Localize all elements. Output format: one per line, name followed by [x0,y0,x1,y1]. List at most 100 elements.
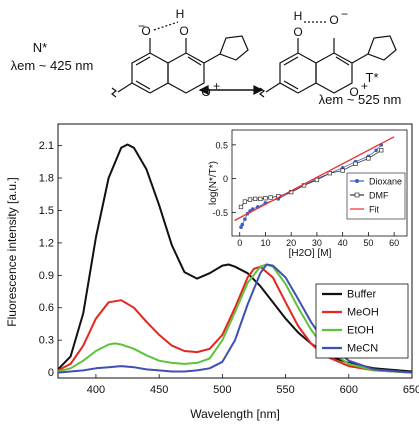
inset-point-dmf [340,168,345,173]
left-benzene-ring [131,52,169,94]
main-x-tick-label: 500 [213,384,231,396]
left-oh-o-label: O [179,24,188,38]
right-o-minus-label: O [329,13,338,27]
scheme-labels: O − O H O + H O O − O + N* λem ~ 425 nm … [11,7,402,107]
left-emission-label: λem ~ 425 nm [11,58,94,73]
left-o-minus-charge: − [138,19,145,33]
inset-x-tick-label: 10 [260,238,270,248]
right-oh-o-label: O [293,25,302,39]
inset-point-dmf [263,196,268,201]
right-pyranone-ring [315,52,353,94]
left-furyl-bond [203,53,221,64]
inset-x-tick-label: 40 [338,238,348,248]
main-y-ticks: 0 0.3 0.6 0.9 1.2 1.5 1.8 2.1 [39,140,62,379]
right-emission-label: λem ~ 525 nm [319,92,402,107]
left-pyranone-inner-bond [187,56,202,66]
inset-legend-marker-dmf [354,192,360,198]
arrowhead-right [253,85,264,95]
right-benzene-inner-bond [283,56,299,66]
inset-series [234,136,395,230]
right-ring-o-plus-label: O [349,85,358,99]
inset-legend-label-fit: Fit [369,205,379,215]
main-x-tick-label: 550 [276,384,294,396]
arrowhead-left [198,85,209,95]
left-ring-o-plus-label: O [201,85,210,99]
inset-point-dmf [268,195,273,200]
main-y-tick-label: 0.6 [39,302,54,314]
right-furan-ring [367,35,397,61]
left-attachment-bond [117,82,133,93]
right-o-minus-charge: − [341,7,348,21]
main-x-ticks: 400 450 500 550 600 650 [87,374,419,396]
inset-point-dmf [327,171,332,176]
main-legend-label-etoh: EtOH [347,325,374,337]
main-x-tick-label: 450 [150,384,168,396]
main-legend-label-mecn: MeCN [347,343,378,355]
left-benzene-inner-bond [135,80,151,90]
left-hydrogen-bond [153,21,179,31]
main-x-tick-label: 600 [340,384,358,396]
inset-point-dmf [366,156,371,161]
inset-legend-marker-dioxane [355,179,359,183]
inset-x-tick-label: 30 [312,238,322,248]
inset-point-dmf [258,196,263,202]
main-y-tick-label: 0.9 [39,270,54,282]
inset-point-dioxane [240,222,245,227]
main-chart: 400 450 500 550 600 650 00.30.60.91.21.51.82.… [5,123,419,421]
inset-series-fit-line [234,136,395,222]
main-legend-label-meoh: MeOH [347,307,379,319]
inset-legend: Dioxane DMF Fit [346,172,406,220]
main-y-tick-label: 0 [48,367,54,379]
main-plot-frame [57,123,413,379]
inset-point-dioxane [374,148,378,153]
inset-plot-frame [231,129,408,237]
inset-x-axis-label: [H2O] [M] [289,248,332,259]
main-legend: Buffer MeOH EtOH MeCN [315,283,409,359]
left-wavy-attachment [111,87,117,98]
inset-point-dioxane [239,225,243,230]
main-series-mecn-line [57,263,413,374]
inset-point-dmf [353,161,358,166]
right-benzene-ring [279,52,317,94]
left-h-label: H [176,7,185,21]
left-pyranone-ring [167,52,205,94]
left-o-plus-charge: + [213,79,220,93]
inset-y-axis-label: log(N*/T*) [208,161,219,205]
inset-legend-label-dmf: DMF [369,191,389,201]
main-x-axis-label: Wavelength [nm] [190,407,280,421]
main-y-tick-label: 1.8 [39,173,54,185]
main-series [57,143,413,374]
main-y-axis-label: Fluorescence intensity [a.u.] [5,177,19,326]
main-x-tick-label: 650 [403,384,419,396]
right-benzene-inner-bond [283,80,299,90]
left-furan-ring [219,35,249,61]
inset-y-ticks: -0.5 0 0.5 [212,140,236,218]
right-pyranone-inner-bond [335,56,350,66]
left-state-label: N* [33,40,47,55]
main-legend-box [315,283,409,359]
main-legend-label-buffer: Buffer [347,289,376,301]
inset-y-tick-label: 0 [223,174,228,184]
chemical-scheme [111,21,397,98]
right-h-label: H [294,9,303,23]
inset-point-dmf [247,197,253,202]
inset-y-tick-label: -0.5 [212,208,228,218]
right-o-plus-charge: + [361,79,368,93]
left-o-minus-label: O [141,24,150,38]
inset-point-dmf [314,177,320,183]
inset-point-dmf [379,148,384,153]
inset-point-dmf [242,199,248,204]
right-attachment-bond [265,82,281,93]
main-y-tick-label: 1.2 [39,237,54,249]
inset-x-tick-label: 0 [237,238,242,248]
main-y-tick-label: 1.5 [39,205,54,217]
inset-x-tick-label: 50 [363,238,373,248]
main-y-tick-label: 2.1 [39,140,54,152]
main-series-meoh-line [57,265,413,374]
inset-x-tick-label: 60 [389,238,399,248]
main-series-etoh-line [57,263,413,374]
inset-y-tick-label: 0.5 [215,140,228,150]
main-x-tick-label: 400 [87,384,105,396]
